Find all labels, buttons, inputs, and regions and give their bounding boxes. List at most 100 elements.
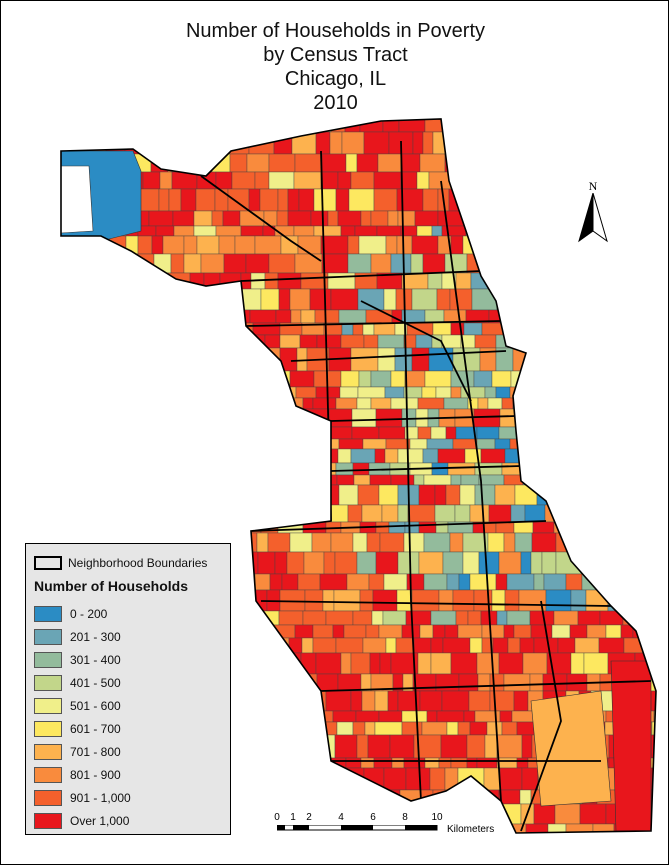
census-tract: [634, 131, 656, 155]
census-tract: [163, 347, 183, 372]
census-tract: [599, 610, 624, 626]
census-tract: [289, 288, 311, 311]
census-tract: [365, 309, 393, 324]
census-tract: [208, 334, 231, 349]
census-tract: [269, 474, 291, 486]
census-tract: [352, 721, 366, 736]
census-tract: [287, 188, 300, 212]
census-tract: [144, 322, 159, 336]
census-tract: [477, 673, 491, 692]
census-tract: [264, 272, 279, 290]
census-tract: [569, 624, 588, 639]
census-tract: [499, 309, 513, 324]
census-tract: [279, 448, 308, 464]
census-tract: [585, 334, 614, 349]
census-tract: [487, 397, 503, 410]
census-tract: [167, 153, 195, 173]
census-tract: [503, 188, 527, 212]
census-tract: [197, 474, 210, 486]
census-tract: [653, 710, 656, 723]
legend-class-label: 301 - 400: [70, 652, 121, 667]
census-tract: [524, 370, 538, 388]
census-tract: [370, 397, 392, 410]
census-tract: [373, 322, 396, 336]
census-tract: [155, 225, 175, 237]
census-tract: [171, 408, 196, 428]
census-tract: [538, 426, 555, 440]
census-tract: [660, 505, 669, 522]
census-tract: [72, 370, 101, 388]
census-tract: [329, 131, 343, 155]
census-tract: [195, 370, 219, 388]
census-tract: [401, 721, 423, 736]
census-tract: [605, 624, 622, 639]
census-tract: [301, 637, 314, 654]
census-tract: [73, 438, 100, 450]
census-tract: [181, 438, 202, 450]
census-tract: [640, 272, 656, 290]
census-tract: [632, 624, 649, 639]
census-tract: [193, 153, 213, 173]
census-tract: [230, 462, 251, 476]
neighborhood-boundary: [245, 320, 502, 327]
census-tract: [478, 551, 500, 575]
census-tract: [484, 734, 498, 759]
census-tract: [504, 448, 529, 464]
census-tract: [422, 253, 446, 274]
census-tract: [338, 309, 367, 324]
census-tract: [278, 789, 297, 805]
census-tract: [430, 426, 447, 440]
census-tract: [571, 131, 590, 155]
census-tract: [469, 573, 497, 591]
census-tract: [554, 188, 570, 212]
census-tract: [419, 153, 446, 173]
north-label: N: [588, 179, 598, 193]
legend-class-label: 0 - 200: [70, 606, 108, 621]
census-tract: [350, 690, 363, 712]
census-tract: [613, 573, 633, 591]
census-tract: [594, 532, 614, 553]
census-tract: [288, 408, 305, 428]
census-tract: [636, 370, 656, 388]
census-tract: [491, 188, 505, 212]
census-tract: [382, 119, 400, 133]
census-tract: [61, 484, 70, 506]
census-tract: [370, 370, 392, 388]
census-tract: [476, 426, 500, 440]
census-tract: [459, 484, 476, 506]
census-tract: [88, 504, 103, 523]
census-tract: [350, 448, 376, 464]
census-tract: [643, 171, 656, 190]
census-tract: [525, 309, 553, 324]
census-tract: [327, 210, 339, 227]
census-tract: [261, 637, 278, 654]
census-tract: [366, 532, 381, 553]
census-tract: [66, 426, 92, 440]
census-tract: [75, 408, 94, 428]
census-tract: [658, 371, 669, 387]
census-tract: [154, 288, 174, 311]
census-tract: [70, 272, 83, 290]
census-tract: [278, 288, 291, 311]
census-tract: [473, 408, 501, 428]
census-tract: [287, 210, 312, 227]
census-tract: [273, 504, 293, 523]
census-tract: [313, 225, 342, 237]
census-tract: [61, 347, 82, 372]
census-tract: [640, 504, 656, 523]
census-tract: [460, 474, 480, 486]
census-tract: [333, 589, 361, 612]
census-tract: [157, 521, 179, 534]
census-tract: [293, 171, 322, 190]
census-tract: [140, 448, 167, 464]
census-tract: [144, 504, 167, 523]
census-tract: [90, 426, 118, 440]
census-tract: [467, 610, 482, 626]
census-tract: [229, 153, 248, 173]
census-tract: [237, 610, 255, 626]
census-tract: [352, 322, 364, 336]
census-tract: [412, 131, 424, 155]
census-tract: [529, 673, 544, 692]
census-tract: [522, 474, 549, 486]
census-tract: [316, 673, 339, 692]
